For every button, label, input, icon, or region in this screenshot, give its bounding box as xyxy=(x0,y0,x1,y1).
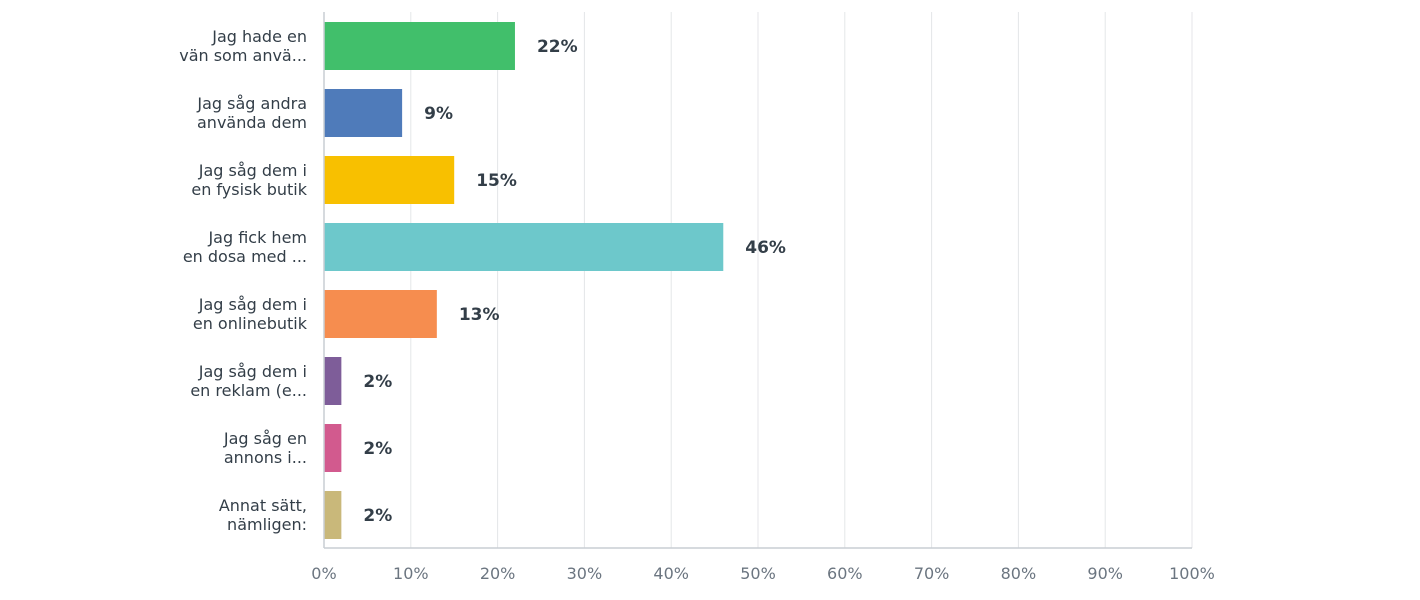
category-label-line: vän som anvä... xyxy=(179,46,307,65)
data-label: 15% xyxy=(476,171,517,191)
category-label: Annat sätt, nämligen: xyxy=(219,496,307,534)
data-label: 22% xyxy=(537,37,578,57)
category-label-line: Jag såg andra xyxy=(196,94,307,113)
x-tick-label: 10% xyxy=(393,564,429,583)
category-label-line: Jag såg dem i xyxy=(198,161,307,180)
category-label-line: nämligen: xyxy=(227,515,307,534)
bar xyxy=(324,223,724,271)
x-tick-label: 90% xyxy=(1087,564,1123,583)
data-label: 2% xyxy=(363,439,392,459)
category-label: Jag såg dem i en onlinebutik xyxy=(193,295,308,333)
category-label-line: en dosa med ... xyxy=(183,247,307,266)
category-label: Jag såg dem i en reklam (e... xyxy=(190,362,307,400)
category-label: Jag såg en annons i... xyxy=(223,429,307,467)
x-tick-label: 80% xyxy=(1001,564,1037,583)
category-label-line: en reklam (e... xyxy=(190,381,307,400)
category-label-line: Jag fick hem xyxy=(207,228,307,247)
bar xyxy=(324,424,342,472)
data-label: 9% xyxy=(424,104,453,124)
data-label: 46% xyxy=(745,238,786,258)
bar xyxy=(324,290,437,338)
data-label: 13% xyxy=(459,305,500,325)
x-tick-label: 20% xyxy=(480,564,516,583)
axes xyxy=(323,12,1192,549)
bar xyxy=(324,22,515,70)
category-label-line: Annat sätt, xyxy=(219,496,307,515)
x-tick-label: 100% xyxy=(1169,564,1215,583)
category-label-line: en onlinebutik xyxy=(193,314,308,333)
category-label: Jag såg dem i en fysisk butik xyxy=(191,161,307,199)
gridlines xyxy=(410,12,1193,548)
category-label: Jag såg andra använda dem xyxy=(196,94,307,132)
x-tick-label: 30% xyxy=(567,564,603,583)
bar xyxy=(324,491,342,539)
x-tick-label: 70% xyxy=(914,564,950,583)
category-label-line: Jag såg dem i xyxy=(198,362,307,381)
x-tick-label: 50% xyxy=(740,564,776,583)
category-label-line: annons i... xyxy=(224,448,307,467)
bars xyxy=(324,22,724,539)
x-tick-label: 0% xyxy=(311,564,336,583)
category-label-line: en fysisk butik xyxy=(191,180,307,199)
category-label-line: Jag såg dem i xyxy=(198,295,307,314)
category-label: Jag fick hem en dosa med ... xyxy=(183,228,307,266)
bar xyxy=(324,89,403,137)
category-label-line: använda dem xyxy=(197,113,307,132)
labels: 0% 10% 20% 30% 40% 50% 60% 70% 80% 90% 100% 22% Jag … xyxy=(179,27,1215,583)
data-label: 2% xyxy=(363,372,392,392)
category-label: Jag hade en vän som anvä... xyxy=(179,27,307,65)
category-label-line: Jag hade en xyxy=(211,27,307,46)
bar xyxy=(324,357,342,405)
x-tick-label: 40% xyxy=(653,564,689,583)
category-label-line: Jag såg en xyxy=(223,429,307,448)
x-tick-label: 60% xyxy=(827,564,863,583)
data-label: 2% xyxy=(363,506,392,526)
bar xyxy=(324,156,455,204)
